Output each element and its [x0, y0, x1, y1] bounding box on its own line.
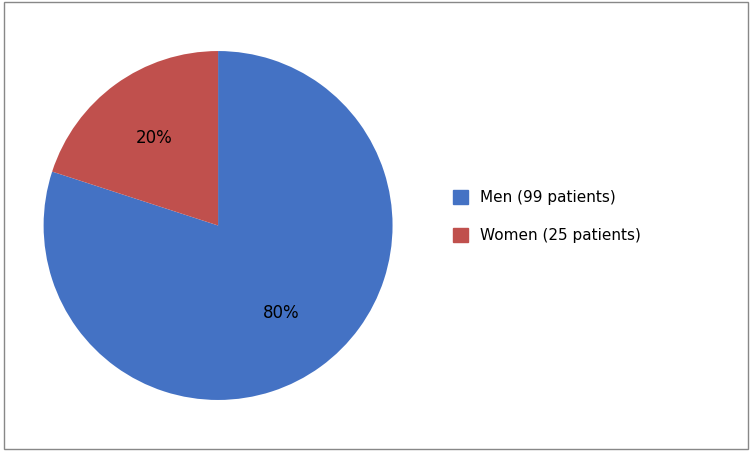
Text: 20%: 20% [136, 129, 173, 147]
Text: 80%: 80% [263, 304, 300, 322]
Wedge shape [52, 51, 218, 226]
Wedge shape [44, 51, 393, 400]
Legend: Men (99 patients), Women (25 patients): Men (99 patients), Women (25 patients) [453, 190, 641, 243]
